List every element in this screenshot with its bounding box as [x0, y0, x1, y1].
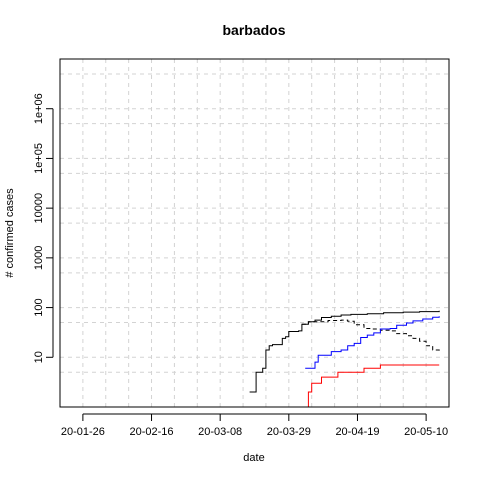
x-tick-label: 20-02-16	[130, 426, 174, 438]
grid	[60, 59, 449, 407]
y-tick-label: 10000	[33, 193, 45, 224]
y-tick-label: 100	[33, 298, 45, 316]
x-tick-label: 20-03-29	[267, 426, 311, 438]
y-tick-label: 1e+05	[33, 143, 45, 174]
y-tick-label: 1000	[33, 246, 45, 270]
x-tick-label: 20-01-26	[61, 426, 105, 438]
y-axis-label: # confirmed cases	[4, 188, 16, 278]
plot-frame	[59, 58, 450, 408]
x-axis: 20-01-26 20-02-16 20-03-08 20-03-29 20-04-19…	[61, 413, 448, 438]
x-tick-label: 20-05-10	[404, 426, 448, 438]
series-layer	[249, 310, 440, 408]
series-line-4	[305, 364, 440, 408]
chart-title: barbados	[222, 22, 285, 38]
y-axis: 10 100 1000 10000 1e+05 1e+06	[33, 93, 54, 363]
series-line-1	[249, 310, 440, 393]
series-line-3	[305, 316, 440, 369]
x-tick-label: 20-04-19	[335, 426, 379, 438]
x-tick-label: 20-03-08	[198, 426, 242, 438]
y-tick-label: 1e+06	[33, 93, 45, 124]
y-tick-label: 10	[33, 351, 45, 363]
x-axis-label: date	[243, 452, 264, 464]
